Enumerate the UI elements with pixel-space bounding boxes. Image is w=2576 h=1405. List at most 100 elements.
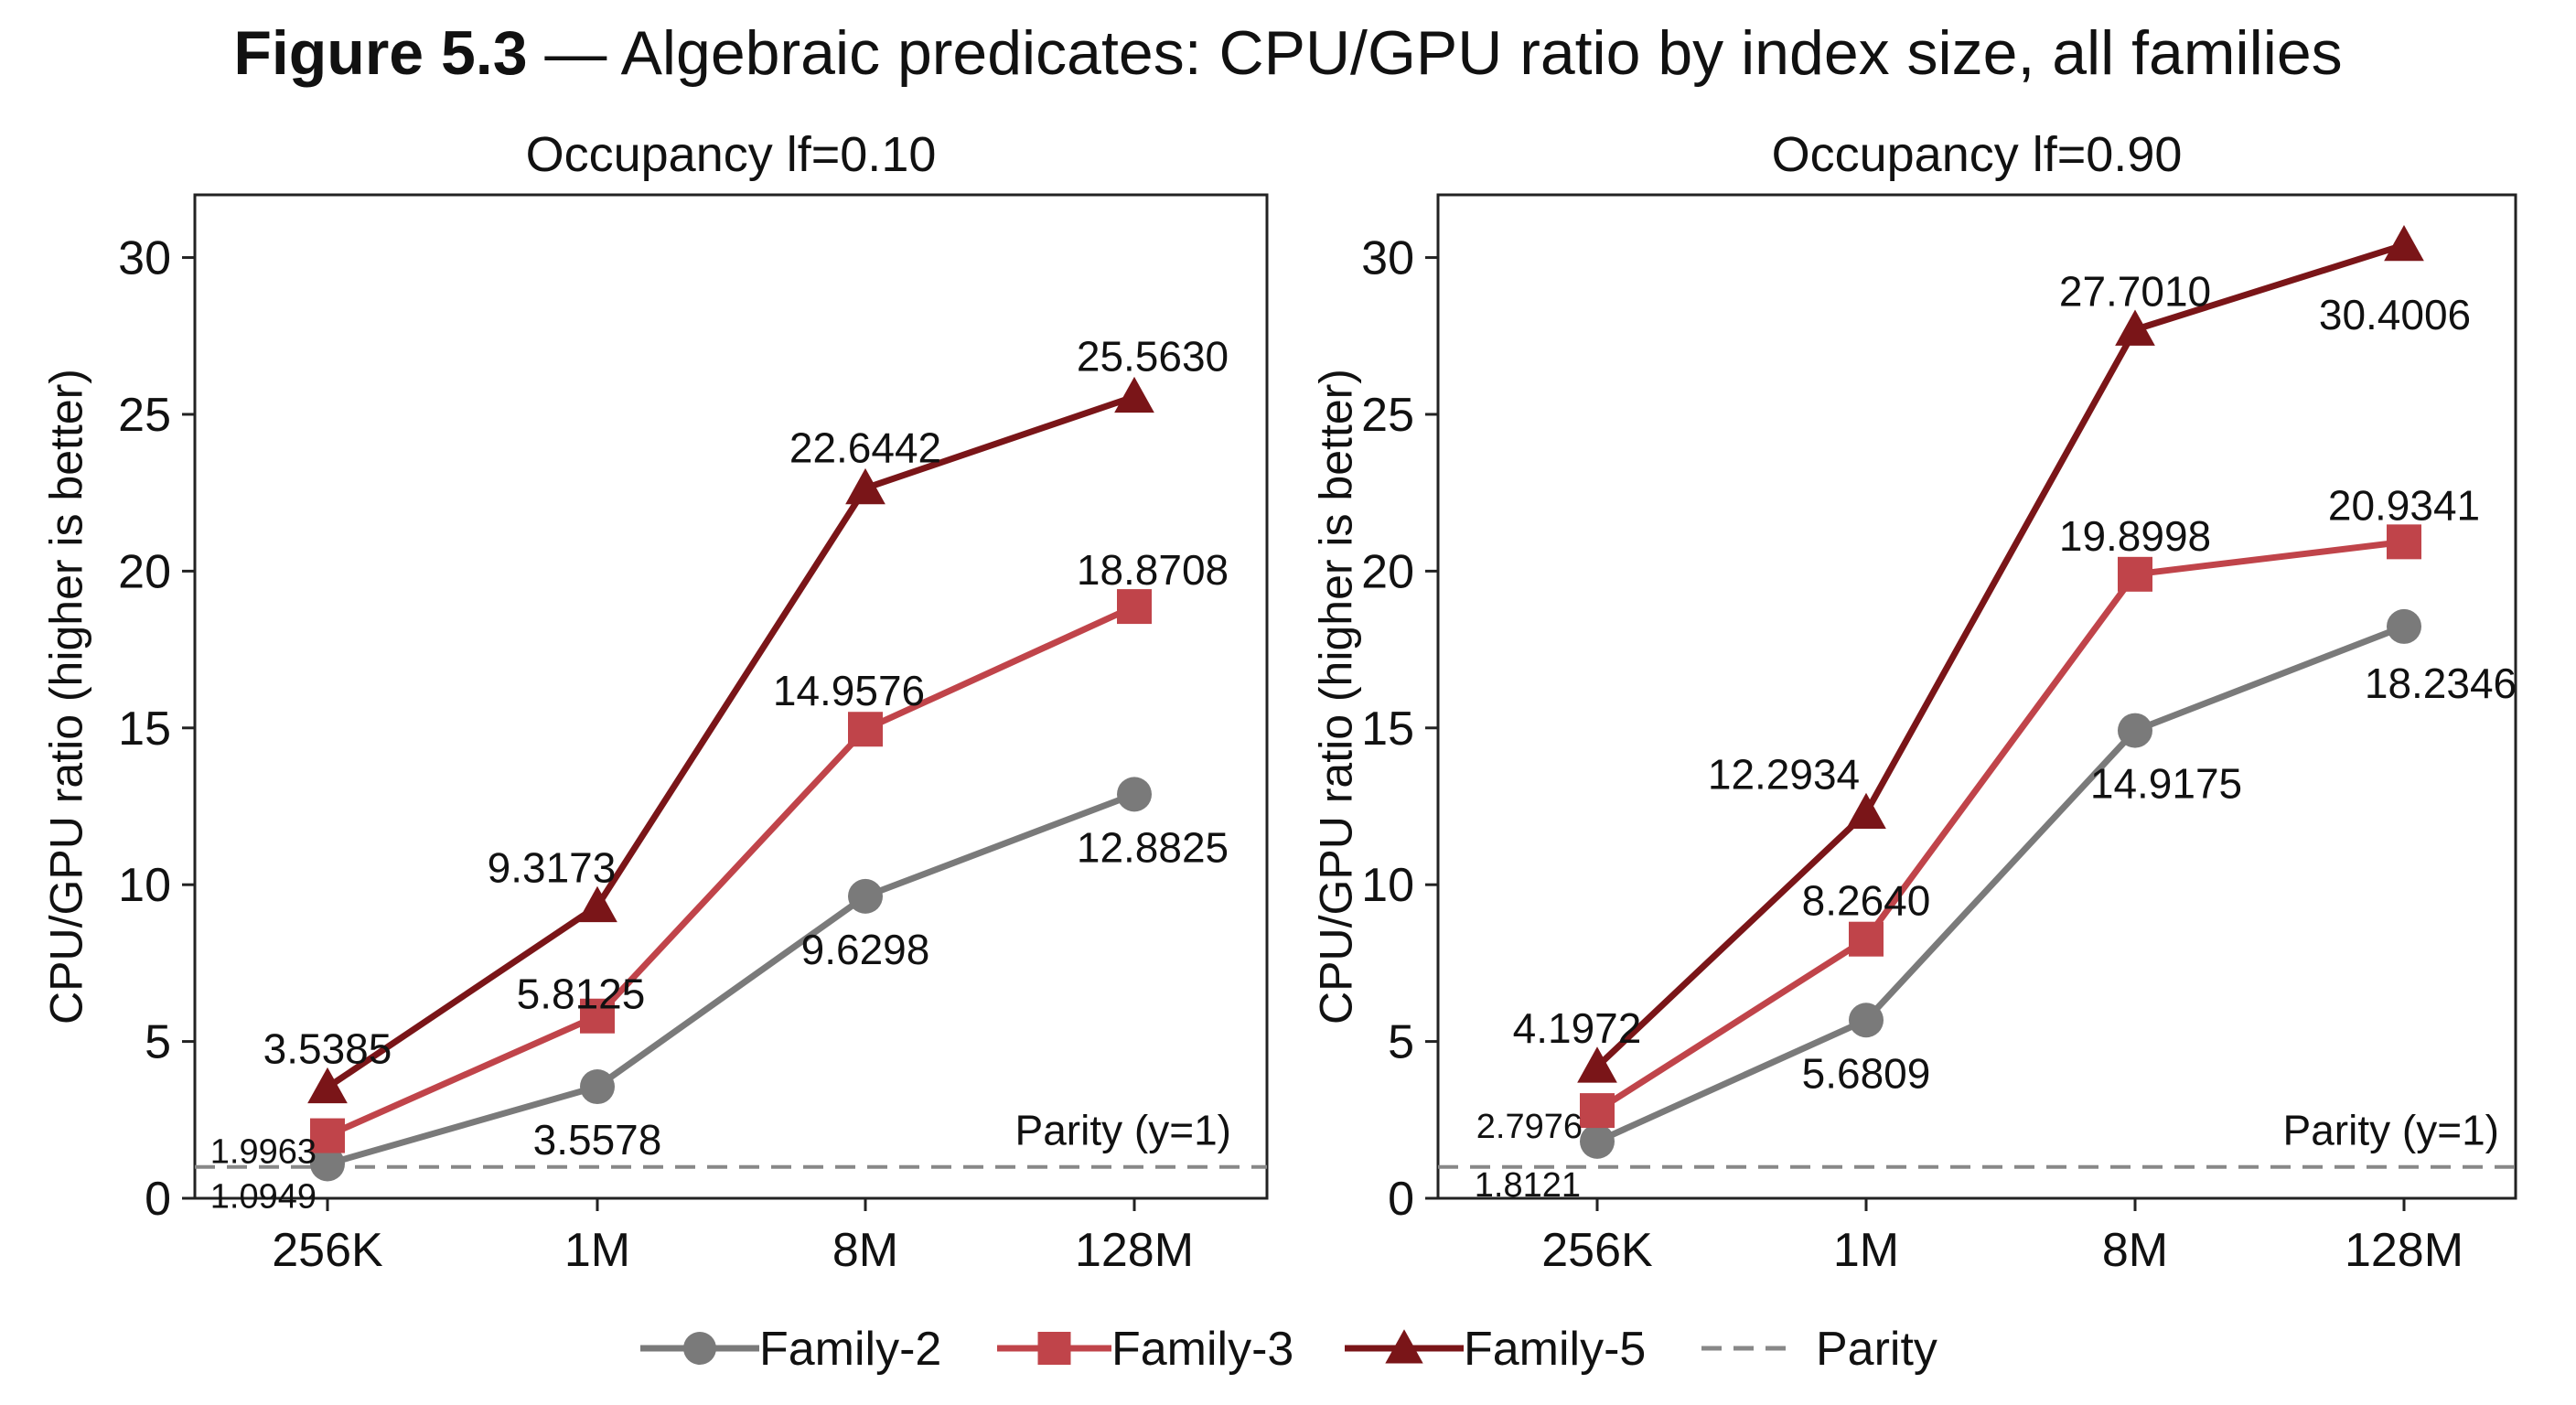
series-line-family-2 bbox=[1595, 623, 2406, 1145]
data-label: 8.2640 bbox=[1802, 877, 1931, 925]
y-tick-label: 10 bbox=[118, 859, 171, 912]
series-line-family-2 bbox=[327, 791, 1136, 1167]
series-line-family-3 bbox=[326, 603, 1136, 1139]
data-point-family-2 bbox=[848, 878, 883, 914]
legend-item-family-5: Family-5 bbox=[1345, 1323, 1646, 1376]
data-label: 1.9963 bbox=[210, 1133, 317, 1172]
legend-label: Parity bbox=[1816, 1323, 1937, 1376]
data-point-family-5 bbox=[1846, 792, 1886, 830]
y-tick-label: 15 bbox=[1361, 702, 1414, 756]
data-point-family-5 bbox=[307, 1067, 348, 1104]
data-point-family-5 bbox=[845, 467, 886, 505]
data-label: 18.8708 bbox=[1077, 546, 1229, 594]
data-point-family-2 bbox=[310, 1146, 345, 1182]
y-tick-label: 30 bbox=[118, 232, 171, 285]
data-point-family-3 bbox=[1117, 589, 1152, 625]
data-point-family-2 bbox=[1580, 1123, 1615, 1159]
figure-title-separator: — bbox=[527, 18, 621, 88]
y-tick-label: 5 bbox=[145, 1016, 171, 1069]
legend: Family-2 Family-3 Family-5 Parity bbox=[640, 1323, 1937, 1376]
y-tick-label: 0 bbox=[1388, 1173, 1414, 1226]
data-point-family-5 bbox=[577, 885, 617, 923]
data-point-family-5 bbox=[1577, 1046, 1617, 1083]
y-tick-label: 30 bbox=[1361, 232, 1414, 285]
legend-marker bbox=[683, 1332, 716, 1365]
data-label: 18.2346 bbox=[2365, 660, 2517, 707]
legend-label: Family-5 bbox=[1464, 1323, 1646, 1376]
x-tick-label: 1M bbox=[564, 1224, 630, 1277]
data-label: 2.7976 bbox=[1476, 1108, 1583, 1146]
y-axis-label: CPU/GPU ratio (higher is better) bbox=[41, 369, 92, 1024]
data-point-family-3 bbox=[1849, 921, 1884, 957]
y-tick-label: 5 bbox=[1388, 1016, 1414, 1069]
series-line-family-5 bbox=[1594, 241, 2406, 1069]
data-label: 12.8825 bbox=[1077, 823, 1229, 871]
data-label: 20.9341 bbox=[2328, 481, 2480, 529]
series-line-family-5 bbox=[326, 393, 1136, 1090]
panel-title-1: Occupancy lf=0.10 bbox=[526, 127, 937, 182]
data-label: 1.8121 bbox=[1475, 1166, 1581, 1205]
data-label: 14.9175 bbox=[2090, 760, 2242, 808]
figure-title-text: Algebraic predicates: CPU/GPU ratio by i… bbox=[620, 18, 2343, 88]
x-tick-label: 8M bbox=[2102, 1224, 2168, 1277]
panel-2: Occupancy lf=0.90 0 5 10 15 20 25 30 256K 1M 8M 128… bbox=[1311, 127, 2517, 1277]
data-point-family-5 bbox=[2384, 224, 2424, 262]
legend-marker bbox=[1037, 1332, 1071, 1365]
x-tick-label: 256K bbox=[1541, 1224, 1653, 1277]
legend-label: Family-2 bbox=[759, 1323, 941, 1376]
plot-frame-1 bbox=[193, 193, 1269, 1200]
data-point-family-3 bbox=[1580, 1093, 1615, 1129]
x-tick-label: 256K bbox=[272, 1224, 383, 1277]
y-tick-label: 10 bbox=[1361, 859, 1414, 912]
y-axis-label: CPU/GPU ratio (higher is better) bbox=[1311, 369, 1362, 1024]
x-tick-label: 8M bbox=[832, 1224, 898, 1277]
data-point-family-3 bbox=[848, 712, 883, 747]
data-label: 27.7010 bbox=[2059, 267, 2211, 315]
legend-marker bbox=[1385, 1329, 1423, 1364]
data-label: 25.5630 bbox=[1077, 333, 1229, 381]
legend-item-parity: Parity bbox=[1701, 1323, 1937, 1376]
figure-number: Figure 5.3 bbox=[233, 18, 528, 88]
data-label: 3.5578 bbox=[533, 1116, 662, 1164]
data-label: 19.8998 bbox=[2059, 512, 2211, 560]
parity-label: Parity (y=1) bbox=[1015, 1107, 1231, 1154]
data-label: 9.6298 bbox=[801, 926, 930, 973]
panel-title-2: Occupancy lf=0.90 bbox=[1772, 127, 2183, 182]
data-label: 9.3173 bbox=[488, 844, 617, 892]
data-point-family-2 bbox=[1849, 1003, 1884, 1038]
parity-label: Parity (y=1) bbox=[2283, 1107, 2499, 1154]
data-label: 3.5385 bbox=[263, 1025, 392, 1073]
y-tick-label: 20 bbox=[118, 545, 171, 598]
data-label: 5.6809 bbox=[1802, 1049, 1931, 1097]
panel-1: Occupancy lf=0.10 0 5 10 15 20 25 30 256K 1M 8M 128… bbox=[41, 127, 1269, 1277]
legend-label: Family-3 bbox=[1111, 1323, 1293, 1376]
data-label: 5.8125 bbox=[517, 971, 646, 1018]
data-label: 30.4006 bbox=[2319, 291, 2471, 338]
legend-item-family-3: Family-3 bbox=[997, 1323, 1293, 1376]
figure-title: Figure 5.3 — Algebraic predicates: CPU/G… bbox=[0, 13, 2576, 93]
y-tick-label: 25 bbox=[118, 389, 171, 442]
data-point-family-2 bbox=[2387, 608, 2421, 644]
x-tick-label: 128M bbox=[2345, 1224, 2463, 1277]
data-point-family-2 bbox=[2118, 713, 2152, 748]
legend-item-family-2: Family-2 bbox=[640, 1323, 941, 1376]
y-tick-label: 0 bbox=[145, 1173, 171, 1226]
data-label: 1.0949 bbox=[210, 1177, 317, 1216]
data-point-family-2 bbox=[1117, 777, 1152, 812]
data-point-family-3 bbox=[2118, 556, 2152, 592]
data-label: 4.1972 bbox=[1513, 1004, 1642, 1052]
y-tick-label: 25 bbox=[1361, 389, 1414, 442]
data-point-family-3 bbox=[2387, 524, 2421, 560]
data-label: 12.2934 bbox=[1708, 751, 1860, 799]
x-tick-label: 1M bbox=[1833, 1224, 1899, 1277]
data-point-family-5 bbox=[1114, 376, 1154, 413]
data-point-family-2 bbox=[580, 1069, 615, 1105]
plot-frame-2 bbox=[1436, 193, 2517, 1200]
y-tick-label: 15 bbox=[118, 702, 171, 756]
series-line-family-3 bbox=[1595, 538, 2405, 1114]
data-point-family-5 bbox=[2115, 309, 2155, 346]
data-point-family-3 bbox=[580, 998, 615, 1034]
data-label: 22.6442 bbox=[789, 424, 941, 472]
data-point-family-3 bbox=[310, 1118, 345, 1153]
